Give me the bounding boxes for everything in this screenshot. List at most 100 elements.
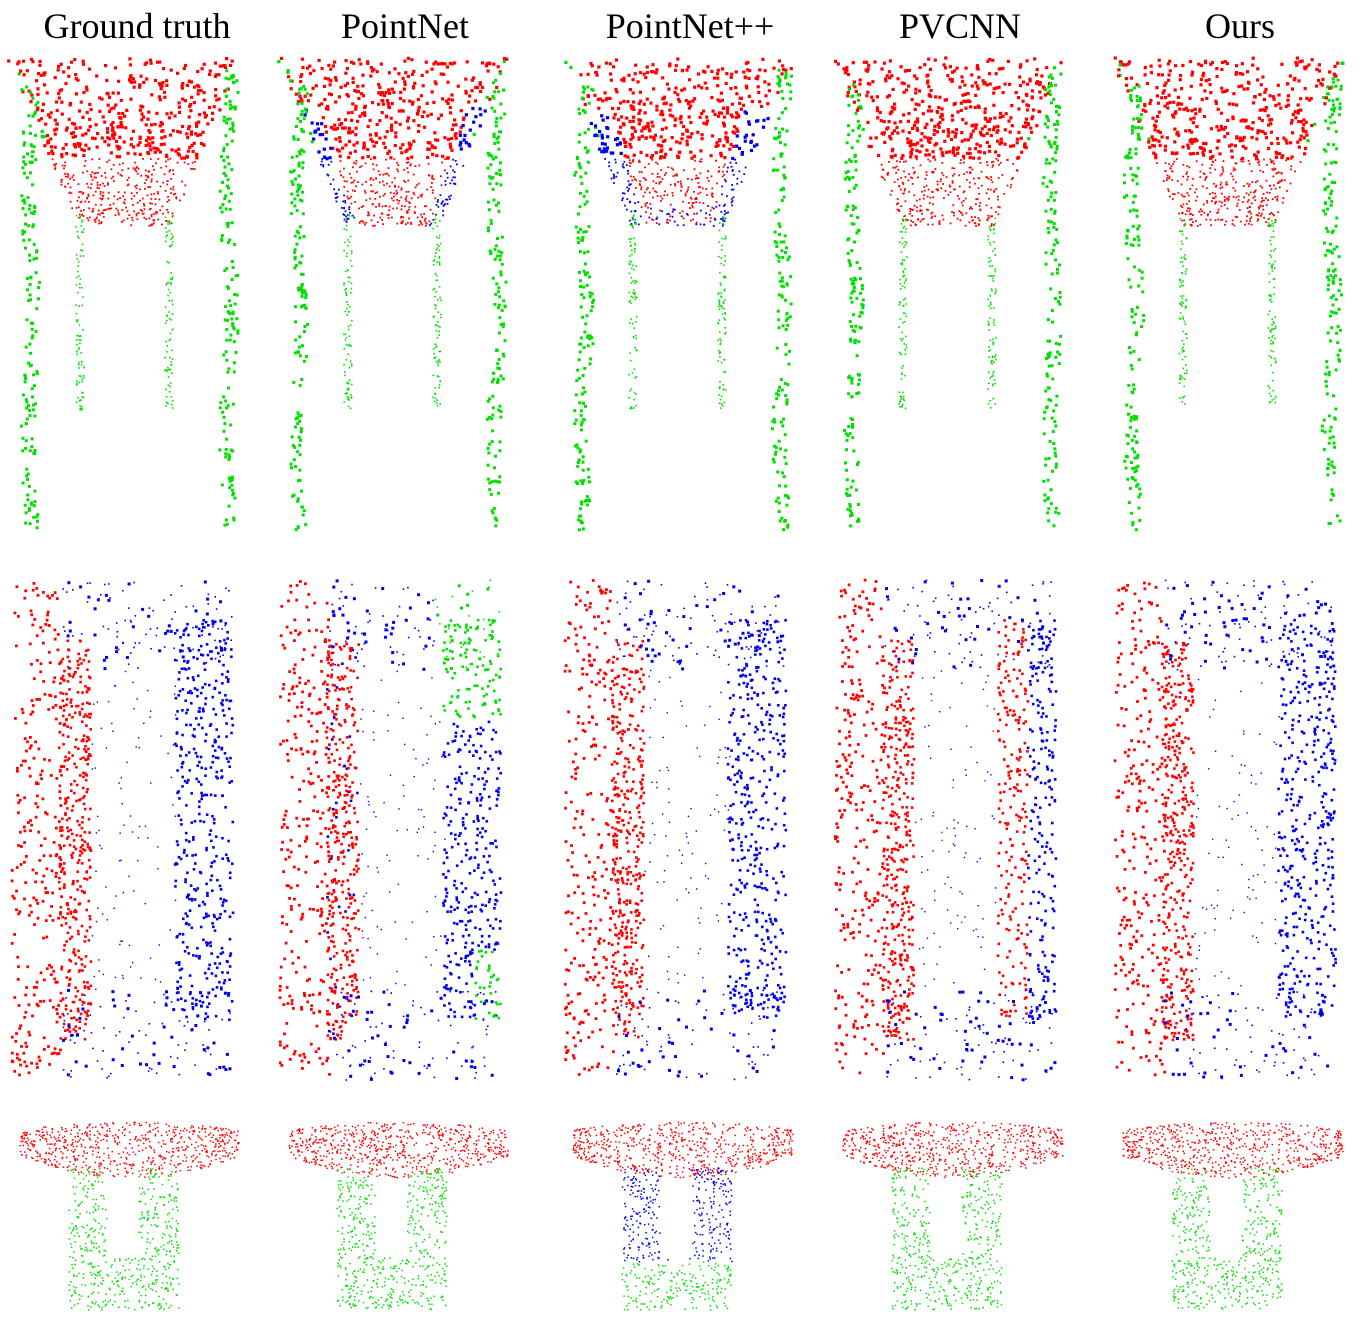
- point: [171, 1001, 173, 1003]
- point: [146, 1170, 148, 1172]
- point: [147, 1132, 149, 1134]
- point: [353, 162, 355, 164]
- point: [171, 300, 173, 302]
- point: [439, 297, 441, 299]
- point: [159, 1303, 161, 1305]
- point: [226, 631, 229, 634]
- point: [170, 1174, 172, 1176]
- point: [95, 191, 97, 193]
- point: [55, 704, 58, 707]
- point: [18, 1027, 21, 1030]
- point: [370, 190, 372, 192]
- point: [440, 114, 443, 117]
- point: [97, 184, 99, 186]
- point: [74, 1241, 76, 1243]
- point: [51, 1143, 53, 1145]
- point: [445, 199, 447, 201]
- point: [132, 625, 135, 628]
- point: [62, 70, 65, 73]
- point: [75, 1030, 78, 1033]
- point: [491, 395, 494, 398]
- point: [129, 63, 132, 66]
- point: [132, 204, 134, 206]
- point: [368, 212, 370, 214]
- point: [192, 997, 195, 1000]
- point: [98, 1206, 100, 1208]
- point: [171, 404, 173, 406]
- point: [128, 994, 131, 997]
- point: [89, 1173, 91, 1175]
- point: [31, 1141, 33, 1143]
- point: [187, 150, 190, 153]
- page: Ground truthPointNetPointNet++PVCNNOurs …: [0, 0, 1364, 1317]
- point: [98, 1246, 100, 1248]
- point: [209, 833, 212, 836]
- point: [150, 1182, 152, 1184]
- point: [114, 908, 115, 909]
- point: [136, 1268, 138, 1270]
- point: [135, 1281, 137, 1283]
- point: [107, 1130, 109, 1132]
- point: [295, 264, 298, 267]
- point: [426, 102, 429, 105]
- point: [62, 1129, 64, 1131]
- point: [64, 1131, 66, 1133]
- point: [16, 956, 19, 959]
- point: [421, 216, 423, 218]
- point: [156, 1226, 158, 1228]
- point: [291, 435, 294, 438]
- point: [173, 1065, 176, 1068]
- point: [170, 929, 171, 930]
- point: [67, 1144, 69, 1146]
- point: [433, 348, 435, 350]
- point: [498, 475, 501, 478]
- point: [113, 180, 115, 182]
- point: [391, 197, 393, 199]
- point: [378, 203, 380, 205]
- point: [60, 924, 63, 927]
- point: [499, 254, 502, 257]
- point: [78, 275, 80, 277]
- point: [98, 223, 100, 225]
- point: [134, 185, 136, 187]
- point: [88, 219, 90, 221]
- point: [345, 393, 347, 395]
- point: [176, 710, 179, 713]
- point: [57, 1004, 60, 1007]
- point: [69, 178, 71, 180]
- point: [79, 283, 81, 285]
- point: [215, 680, 218, 683]
- point: [219, 885, 222, 888]
- point: [145, 1289, 147, 1291]
- point: [48, 759, 51, 762]
- point: [495, 182, 498, 185]
- point: [105, 1250, 107, 1252]
- point: [70, 1076, 72, 1078]
- point: [296, 209, 299, 212]
- point: [122, 1287, 124, 1289]
- point: [176, 1250, 178, 1252]
- point: [86, 791, 89, 794]
- point: [415, 187, 417, 189]
- point: [90, 1139, 92, 1141]
- point: [153, 1303, 155, 1305]
- point: [410, 58, 413, 61]
- point: [90, 1003, 93, 1006]
- point: [73, 1016, 76, 1019]
- point: [171, 1244, 173, 1246]
- point: [433, 353, 435, 355]
- point: [88, 201, 90, 203]
- point: [361, 156, 364, 159]
- point: [88, 1125, 90, 1127]
- point: [403, 60, 406, 63]
- point: [88, 987, 91, 990]
- point: [23, 374, 26, 377]
- point: [178, 1283, 180, 1285]
- point: [117, 92, 120, 95]
- point: [446, 81, 449, 84]
- point: [286, 739, 289, 742]
- point: [81, 201, 83, 203]
- point: [67, 66, 70, 69]
- point: [164, 173, 166, 175]
- point: [114, 1176, 116, 1178]
